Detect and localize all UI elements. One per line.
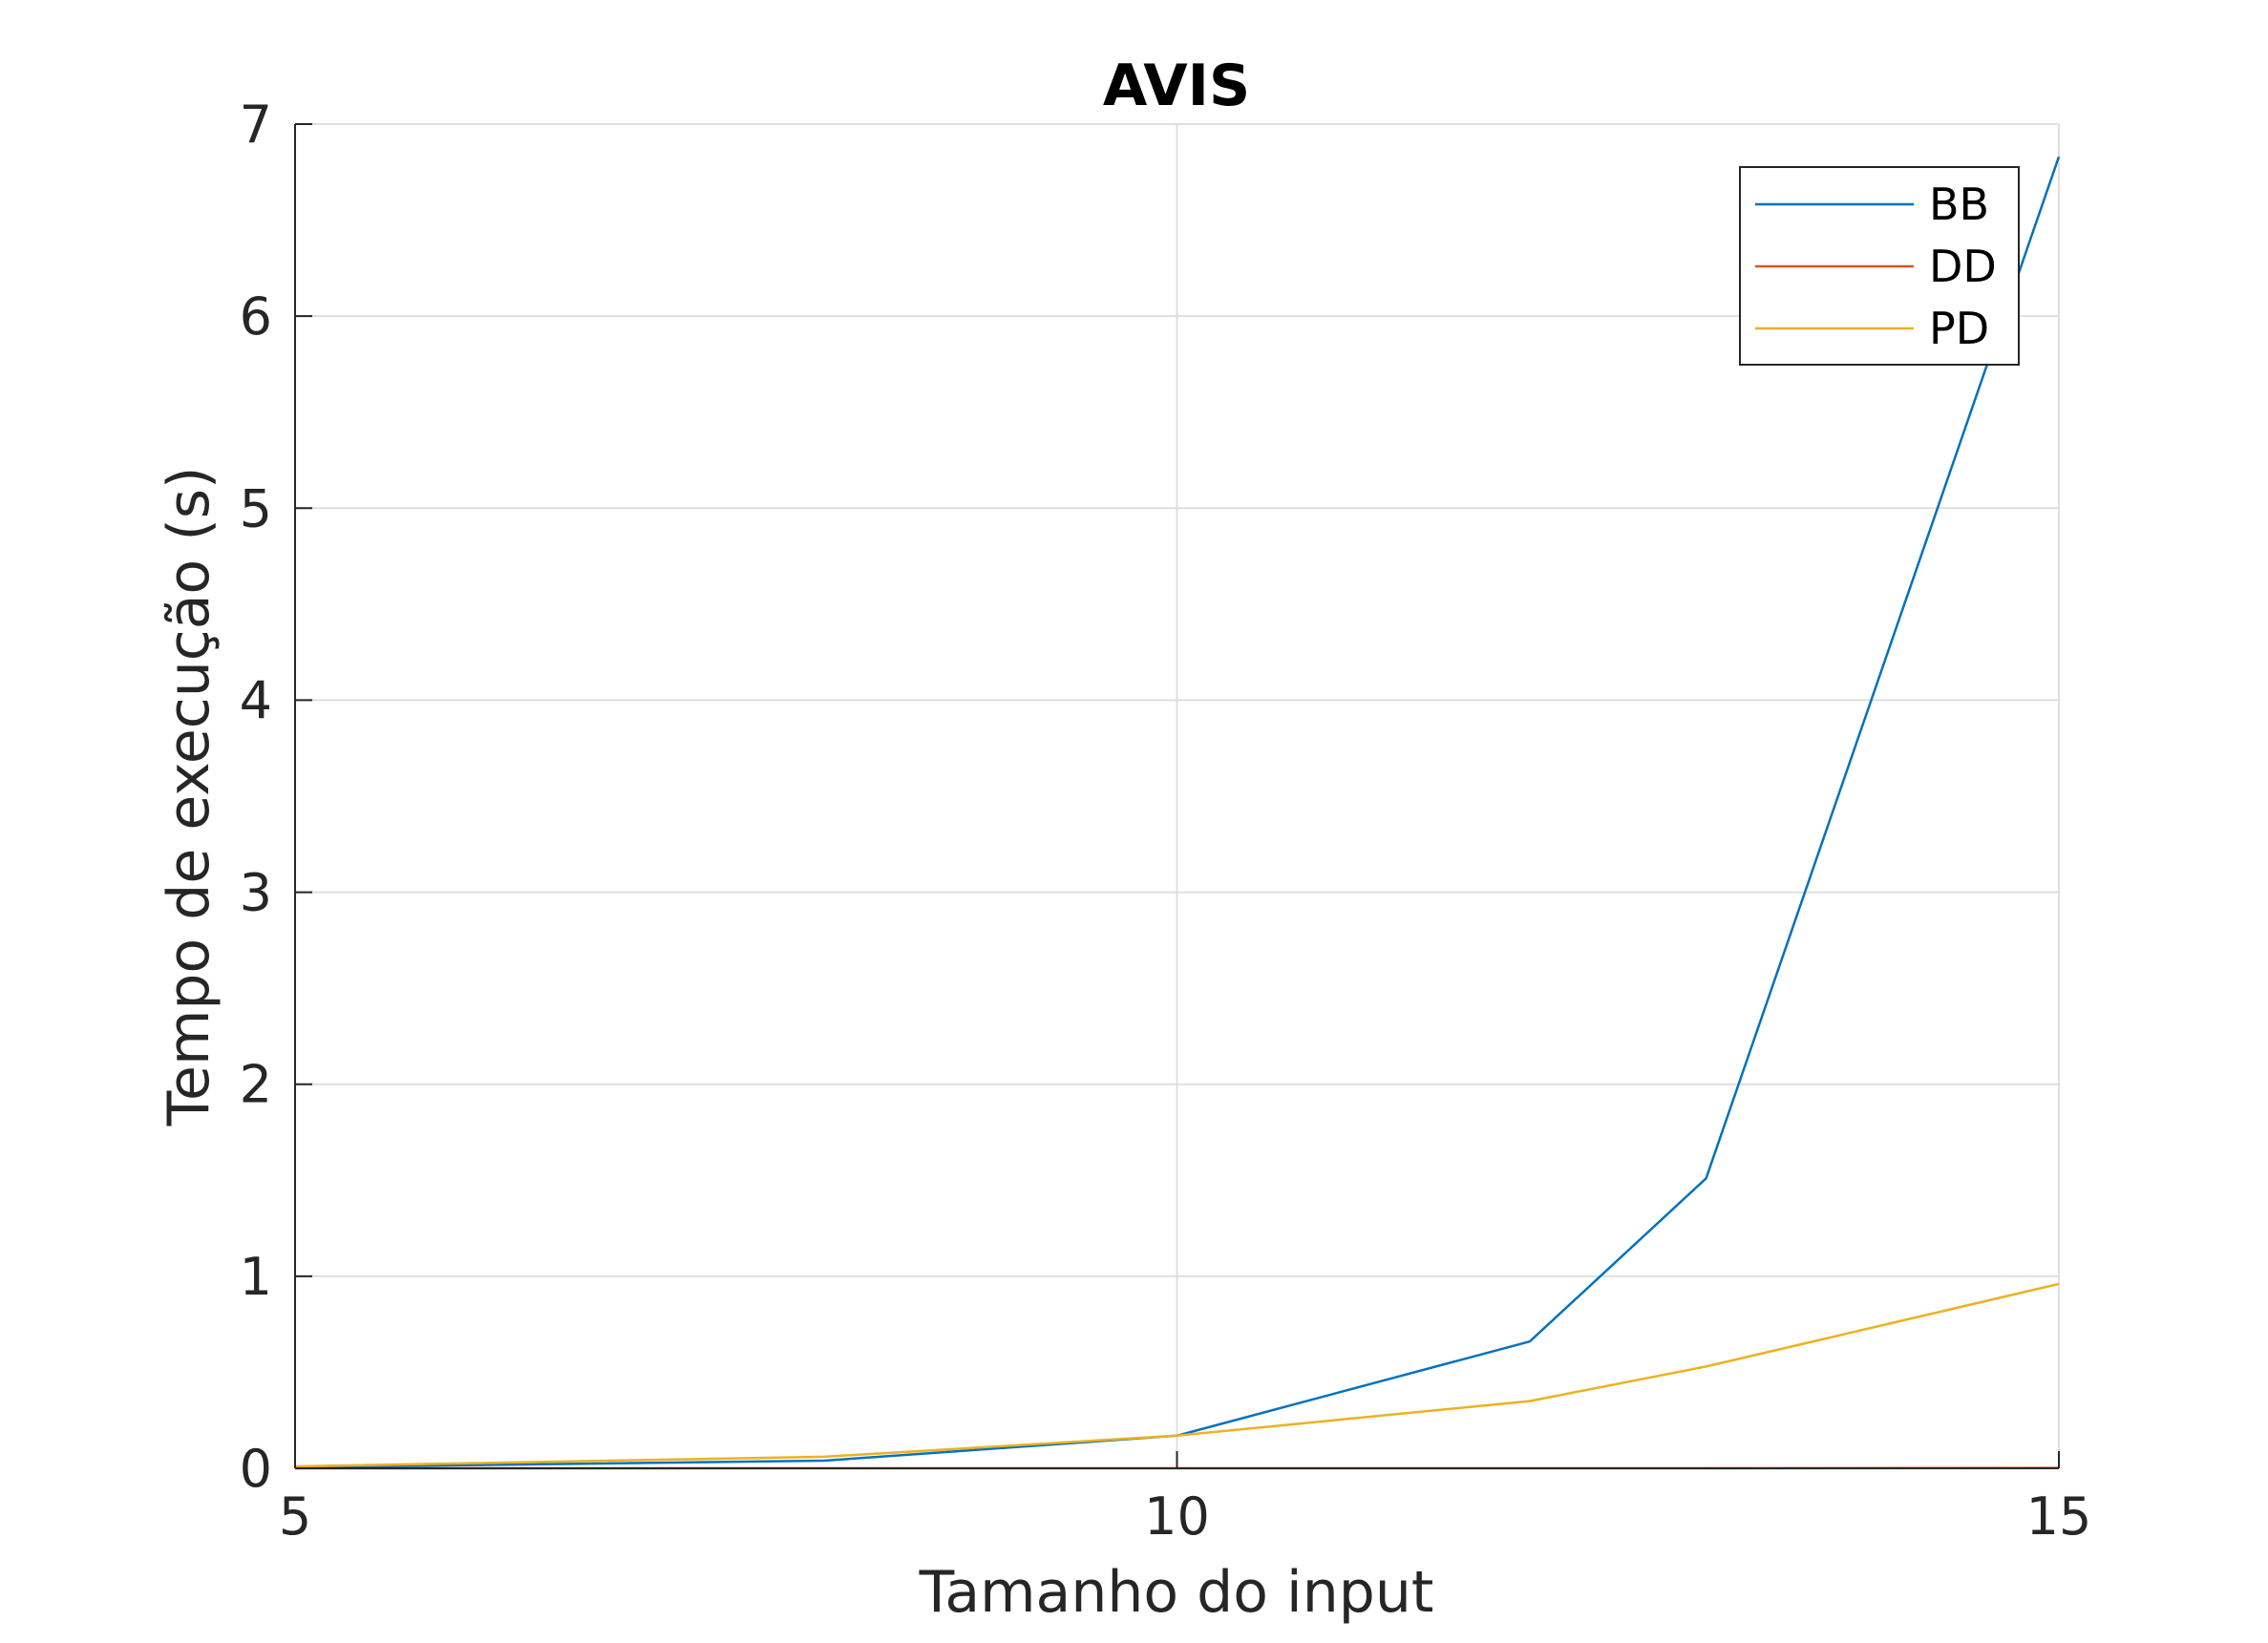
y-axis-label: Tempo de execução (s) xyxy=(156,467,223,1127)
axes xyxy=(294,123,2060,1469)
x-tick-label: 5 xyxy=(279,1486,311,1547)
legend-label-bb: BB xyxy=(1929,179,1989,230)
chart-title: AVIS xyxy=(1103,53,1250,119)
x-tick-label: 10 xyxy=(1144,1486,1210,1547)
x-axis-label: Tamanho do input xyxy=(919,1559,1434,1626)
series-line-bb xyxy=(294,156,2061,1469)
y-tick-label: 7 xyxy=(240,95,272,155)
y-tick-label: 5 xyxy=(240,478,272,538)
grid-lines xyxy=(295,123,2060,1468)
tick-labels: 0 1 2 3 4 5 6 7 5 10 15 xyxy=(240,95,2092,1547)
legend-label-dd: DD xyxy=(1929,241,1997,292)
y-tick-label: 3 xyxy=(240,863,272,923)
legend: BB DD PD xyxy=(1739,166,2020,366)
y-tick-label: 1 xyxy=(240,1247,272,1307)
y-tick-label: 6 xyxy=(240,286,272,347)
y-tick-label: 4 xyxy=(240,670,272,730)
x-tick-label: 15 xyxy=(2026,1486,2092,1547)
y-tick-label: 2 xyxy=(240,1055,272,1115)
series-line-pd xyxy=(294,1282,2060,1468)
legend-label-pd: PD xyxy=(1929,303,1989,354)
y-tick-label: 0 xyxy=(240,1439,272,1499)
